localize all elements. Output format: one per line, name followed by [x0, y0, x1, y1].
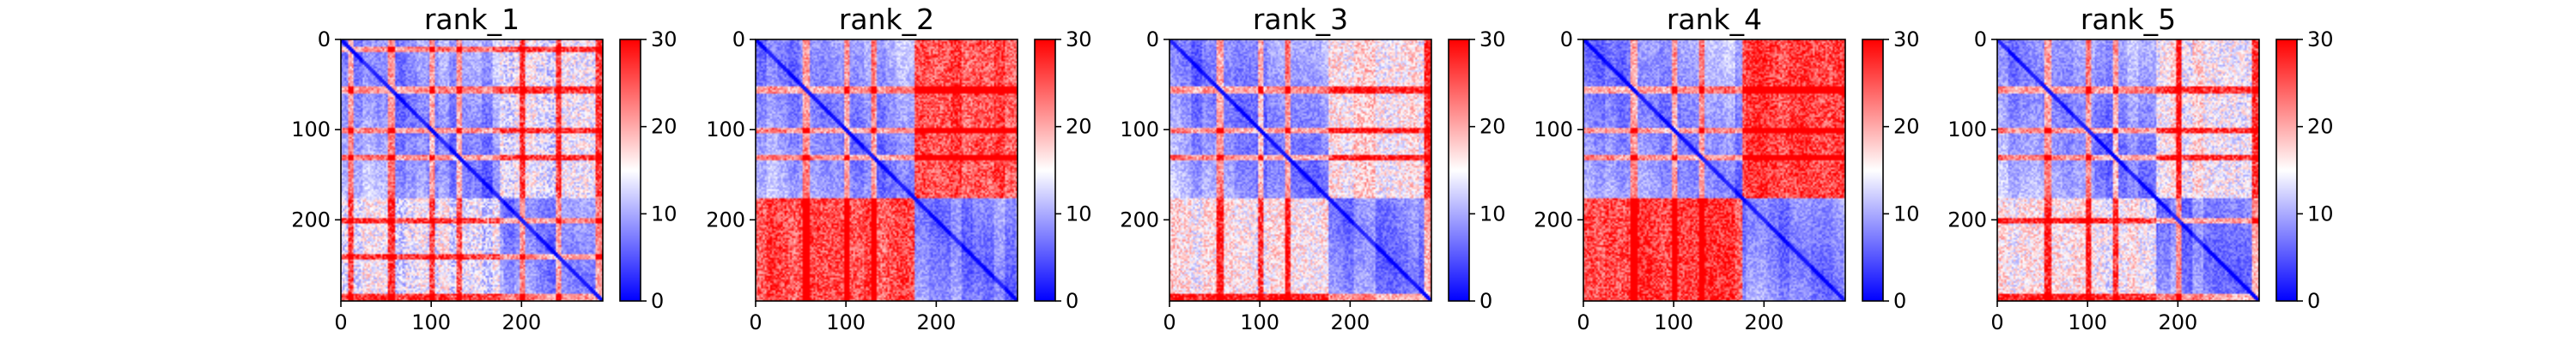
colorbar-tick-label: 20 [651, 115, 677, 139]
colorbar [620, 39, 641, 301]
x-tick-label: 100 [1654, 310, 1693, 334]
x-tick-label: 100 [826, 310, 866, 334]
y-tick-label: 0 [318, 27, 331, 51]
colorbar-frame [1448, 39, 1470, 302]
panel-rank_1: rank_1 0 100 200 0 100 200 0 10 20 30 [291, 3, 677, 334]
x-tick-label: 200 [501, 310, 541, 334]
panel-title: rank_4 [1667, 3, 1762, 36]
colorbar-tick-label: 10 [1479, 202, 1506, 226]
y-tick-label: 0 [732, 27, 745, 51]
panel-rank_5: rank_5 0 100 200 0 100 200 0 10 20 30 [1947, 3, 2333, 334]
heatmap-frame [755, 39, 1018, 302]
colorbar [2276, 39, 2297, 301]
heatmap-image [341, 39, 603, 301]
y-tick-label: 0 [1146, 27, 1159, 51]
colorbar-tick-label: 0 [1066, 289, 1078, 313]
colorbar-frame [2275, 39, 2298, 302]
colorbar-tick-label: 0 [651, 289, 664, 313]
heatmap-frame [1996, 39, 2260, 302]
y-tick-label: 100 [1120, 117, 1159, 141]
panel-title: rank_1 [424, 3, 519, 36]
colorbar-frame [1862, 39, 1884, 302]
colorbar-tick-label: 30 [1479, 27, 1506, 51]
x-tick-label: 200 [2158, 310, 2197, 334]
colorbar [1449, 39, 1469, 301]
colorbar-tick-label: 10 [2307, 202, 2334, 226]
y-tick-label: 0 [1974, 27, 1987, 51]
colorbar-tick-label: 30 [651, 27, 677, 51]
x-tick-label: 200 [1744, 310, 1783, 334]
y-tick-label: 0 [1560, 27, 1573, 51]
heatmap-frame [340, 39, 604, 302]
panel-rank_3: rank_3 0 100 200 0 100 200 0 10 20 30 [1120, 3, 1505, 334]
y-tick-label: 200 [1947, 208, 1987, 232]
panel-rank_2: rank_2 0 100 200 0 100 200 0 10 20 30 [706, 3, 1091, 334]
x-tick-label: 100 [411, 310, 451, 334]
heatmap-image [1997, 39, 2259, 301]
heatmap-image [756, 39, 1018, 301]
colorbar-tick-label: 20 [1479, 115, 1506, 139]
colorbar-frame [619, 39, 641, 302]
colorbar-tick-label: 0 [2307, 289, 2320, 313]
y-tick-label: 100 [706, 117, 745, 141]
y-tick-label: 200 [1534, 208, 1573, 232]
x-tick-label: 0 [1163, 310, 1176, 334]
colorbar [1862, 39, 1883, 301]
panel-title: rank_5 [2081, 3, 2176, 36]
colorbar-tick-label: 10 [1066, 202, 1092, 226]
heatmap-frame [1169, 39, 1432, 302]
x-tick-label: 200 [1330, 310, 1370, 334]
x-tick-label: 100 [1240, 310, 1279, 334]
y-tick-label: 200 [291, 208, 331, 232]
x-tick-label: 0 [334, 310, 347, 334]
y-tick-label: 200 [1120, 208, 1159, 232]
colorbar-tick-label: 10 [651, 202, 677, 226]
y-tick-label: 100 [291, 117, 331, 141]
x-tick-label: 200 [916, 310, 956, 334]
heatmap-image [1583, 39, 1845, 301]
colorbar-tick-label: 0 [1893, 289, 1906, 313]
y-tick-label: 100 [1534, 117, 1573, 141]
colorbar-tick-label: 10 [1893, 202, 1920, 226]
colorbar-tick-label: 20 [1066, 115, 1092, 139]
panel-title: rank_3 [1253, 3, 1348, 36]
colorbar-tick-label: 30 [2307, 27, 2334, 51]
colorbar-tick-label: 0 [1479, 289, 1492, 313]
x-tick-label: 0 [1577, 310, 1589, 334]
y-tick-label: 200 [706, 208, 745, 232]
colorbar-tick-label: 20 [2307, 115, 2334, 139]
heatmap-image [1170, 39, 1431, 301]
panel-title: rank_2 [839, 3, 934, 36]
colorbar-tick-label: 30 [1893, 27, 1920, 51]
colorbar [1035, 39, 1055, 301]
y-tick-label: 100 [1947, 117, 1987, 141]
colorbar-tick-label: 30 [1066, 27, 1092, 51]
x-tick-label: 0 [749, 310, 762, 334]
x-tick-label: 100 [2068, 310, 2107, 334]
heatmap-frame [1583, 39, 1846, 302]
colorbar-frame [1034, 39, 1056, 302]
panel-rank_4: rank_4 0 100 200 0 100 200 0 10 20 30 [1534, 3, 1919, 334]
x-tick-label: 0 [1990, 310, 2003, 334]
colorbar-tick-label: 20 [1893, 115, 1920, 139]
